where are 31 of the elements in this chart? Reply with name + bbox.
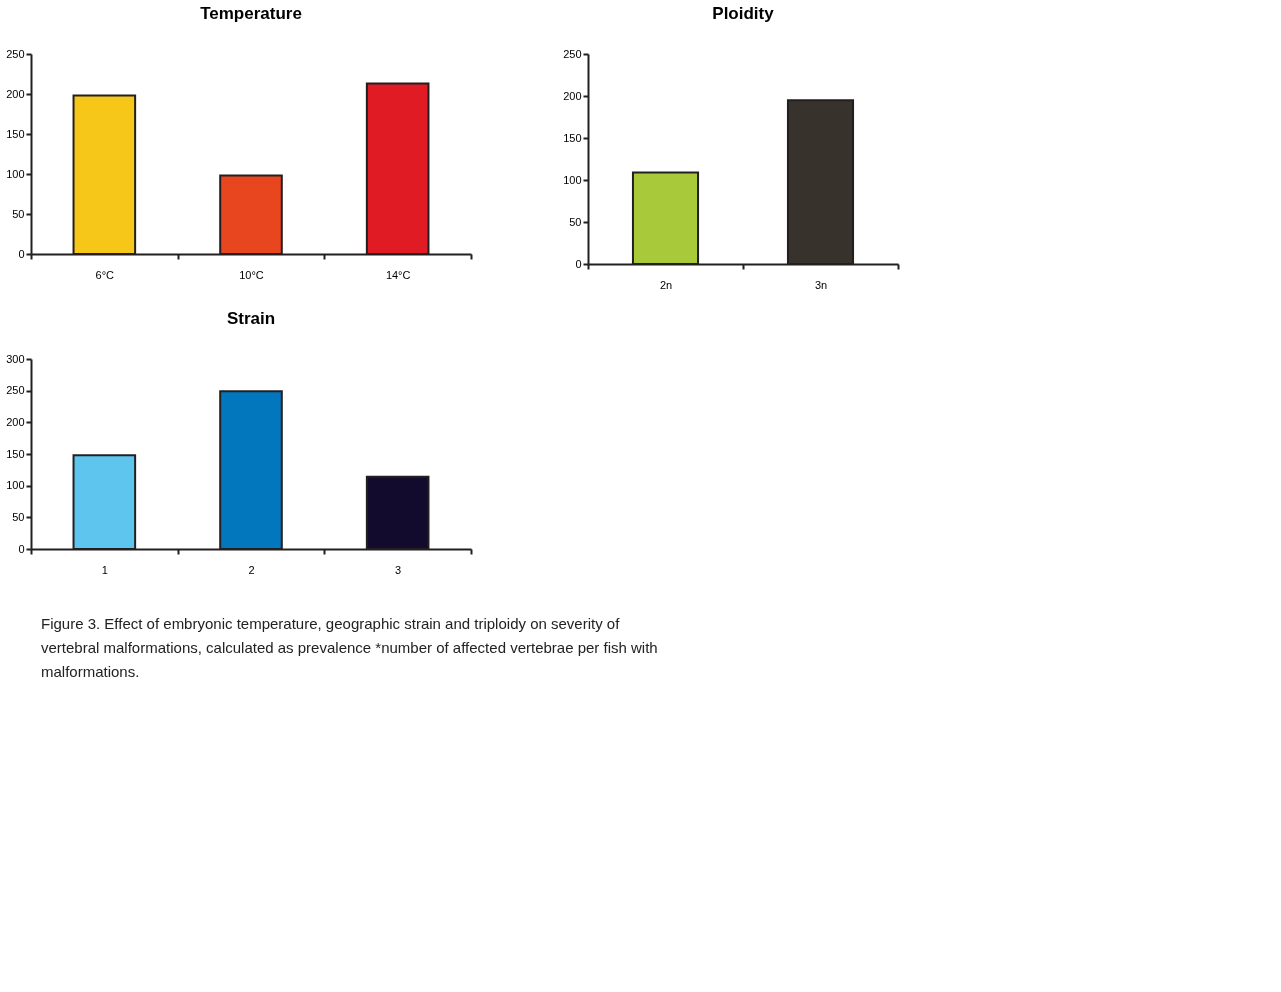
chart-title: Strain: [226, 309, 276, 328]
x-tick-label: 14°C: [385, 268, 411, 281]
x-tick-label: 10°C: [239, 268, 264, 281]
chart-title: Ploidity: [712, 4, 775, 23]
y-tick-label: 200: [6, 415, 25, 428]
y-tick-label: 250: [6, 47, 25, 60]
y-tick-label: 250: [563, 47, 582, 60]
y-tick-label: 150: [563, 131, 582, 144]
x-tick-label: 2n: [659, 278, 673, 291]
y-tick-label: 50: [12, 510, 25, 523]
y-tick-label: 0: [18, 247, 25, 260]
y-tick-label: 0: [575, 257, 582, 270]
y-tick-label: 200: [563, 89, 582, 102]
x-tick-label: 2: [248, 563, 255, 576]
y-tick-label: 50: [569, 215, 582, 228]
x-tick-label: 1: [101, 563, 108, 576]
y-tick-label: 50: [12, 207, 25, 220]
y-tick-label: 100: [6, 479, 25, 492]
y-tick-label: 300: [6, 352, 25, 365]
caption: Figure 3. Effect of embryonic temperature, geographic strain and triploidy on severity of vertebral malformations, calculated as prevalence *number of affected vertebrae per fish with malformations.: [41, 615, 658, 680]
x-tick-label: 6°C: [95, 268, 115, 281]
y-tick-label: 150: [6, 447, 25, 460]
y-tick-label: 100: [6, 167, 25, 180]
x-tick-label: 3: [395, 563, 402, 576]
y-tick-label: 150: [6, 127, 25, 140]
y-tick-label: 0: [18, 542, 25, 555]
chart-title: Temperature: [200, 4, 302, 23]
y-tick-label: 100: [563, 173, 582, 186]
x-tick-label: 3n: [814, 278, 828, 291]
y-tick-label: 250: [6, 384, 25, 397]
y-tick-label: 200: [6, 87, 25, 100]
